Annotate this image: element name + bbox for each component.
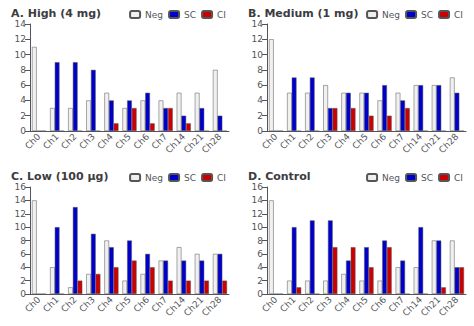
svg-text:2: 2 [257, 111, 263, 121]
svg-text:D. Control: D. Control [248, 170, 311, 183]
svg-text:4: 4 [257, 95, 263, 105]
svg-text:Ch7: Ch7 [386, 294, 407, 314]
svg-text:8: 8 [257, 65, 263, 75]
svg-text:14: 14 [252, 195, 264, 205]
svg-text:Ch7: Ch7 [149, 294, 170, 314]
svg-text:Ch1: Ch1 [41, 294, 61, 314]
svg-text:Ch0: Ch0 [260, 131, 280, 151]
svg-text:Ch3: Ch3 [77, 294, 97, 314]
svg-text:12: 12 [252, 209, 263, 219]
svg-text:Ch2: Ch2 [296, 131, 316, 151]
svg-text:Neg: Neg [382, 10, 400, 20]
svg-text:Ch2: Ch2 [59, 294, 79, 314]
svg-text:10: 10 [252, 222, 264, 232]
svg-text:14: 14 [252, 19, 264, 29]
svg-text:Ch0: Ch0 [23, 131, 43, 151]
svg-text:2: 2 [257, 276, 263, 286]
svg-text:Ch3: Ch3 [314, 131, 334, 151]
svg-text:Ch21: Ch21 [182, 131, 206, 155]
svg-text:10: 10 [15, 50, 27, 60]
svg-text:SC: SC [184, 10, 196, 20]
svg-text:Ch21: Ch21 [419, 131, 443, 155]
svg-text:Ch14: Ch14 [400, 131, 425, 156]
svg-text:10: 10 [15, 222, 27, 232]
svg-text:Ch0: Ch0 [23, 294, 43, 314]
svg-text:16: 16 [15, 182, 27, 192]
svg-text:Ch21: Ch21 [419, 294, 443, 318]
svg-text:Ch7: Ch7 [149, 131, 170, 151]
svg-text:6: 6 [20, 80, 26, 90]
svg-text:C. Low (100 μg): C. Low (100 μg) [11, 170, 108, 183]
svg-text:14: 14 [15, 19, 27, 29]
svg-text:12: 12 [15, 209, 26, 219]
svg-text:Ch28: Ch28 [200, 294, 224, 318]
svg-text:Ch3: Ch3 [77, 131, 97, 151]
svg-text:0: 0 [20, 126, 26, 136]
svg-text:Ch6: Ch6 [132, 294, 152, 314]
svg-text:Ch14: Ch14 [400, 294, 425, 319]
svg-text:8: 8 [257, 236, 263, 246]
svg-text:0: 0 [257, 289, 263, 299]
svg-text:Ch28: Ch28 [437, 131, 461, 155]
svg-text:CI: CI [217, 10, 226, 20]
svg-text:Ch5: Ch5 [350, 294, 370, 314]
svg-text:Ch1: Ch1 [41, 131, 61, 151]
svg-text:Ch14: Ch14 [163, 294, 188, 319]
svg-text:Ch28: Ch28 [437, 294, 461, 318]
svg-text:10: 10 [252, 50, 264, 60]
svg-text:Ch28: Ch28 [200, 131, 224, 155]
svg-text:B. Medium (1 mg): B. Medium (1 mg) [248, 7, 358, 20]
svg-text:Ch4: Ch4 [95, 294, 115, 314]
svg-text:2: 2 [20, 276, 26, 286]
svg-text:6: 6 [257, 249, 263, 259]
svg-text:Ch6: Ch6 [369, 294, 389, 314]
svg-text:Ch5: Ch5 [113, 294, 133, 314]
svg-text:Ch1: Ch1 [278, 294, 298, 314]
svg-text:Ch6: Ch6 [369, 131, 389, 151]
svg-text:Ch14: Ch14 [163, 131, 188, 156]
svg-text:8: 8 [20, 236, 26, 246]
svg-text:4: 4 [257, 262, 263, 272]
svg-text:8: 8 [20, 65, 26, 75]
svg-text:Ch7: Ch7 [386, 131, 407, 151]
svg-text:6: 6 [257, 80, 263, 90]
svg-text:Ch6: Ch6 [132, 131, 152, 151]
svg-text:CI: CI [454, 10, 463, 20]
svg-text:Neg: Neg [145, 173, 163, 183]
svg-text:Ch21: Ch21 [182, 294, 206, 318]
svg-text:SC: SC [184, 173, 196, 183]
svg-text:CI: CI [454, 173, 463, 183]
svg-text:SC: SC [421, 10, 433, 20]
svg-text:4: 4 [20, 262, 26, 272]
svg-text:A. High (4 mg): A. High (4 mg) [11, 7, 101, 20]
svg-text:Ch1: Ch1 [278, 131, 298, 151]
svg-text:0: 0 [20, 289, 26, 299]
svg-text:4: 4 [20, 95, 26, 105]
svg-text:Ch5: Ch5 [350, 131, 370, 151]
svg-text:12: 12 [15, 34, 26, 44]
svg-text:Ch4: Ch4 [332, 131, 352, 151]
svg-text:Neg: Neg [382, 173, 400, 183]
svg-text:Neg: Neg [145, 10, 163, 20]
svg-text:Ch5: Ch5 [113, 131, 133, 151]
svg-text:0: 0 [257, 126, 263, 136]
svg-text:2: 2 [20, 111, 26, 121]
svg-text:6: 6 [20, 249, 26, 259]
svg-text:12: 12 [252, 34, 263, 44]
svg-text:SC: SC [421, 173, 433, 183]
svg-text:14: 14 [15, 195, 27, 205]
svg-text:Ch3: Ch3 [314, 294, 334, 314]
svg-text:Ch2: Ch2 [59, 131, 79, 151]
svg-text:Ch4: Ch4 [95, 131, 115, 151]
svg-text:CI: CI [217, 173, 226, 183]
svg-text:Ch4: Ch4 [332, 294, 352, 314]
svg-text:16: 16 [252, 182, 264, 192]
svg-text:Ch0: Ch0 [260, 294, 280, 314]
svg-text:Ch2: Ch2 [296, 294, 316, 314]
